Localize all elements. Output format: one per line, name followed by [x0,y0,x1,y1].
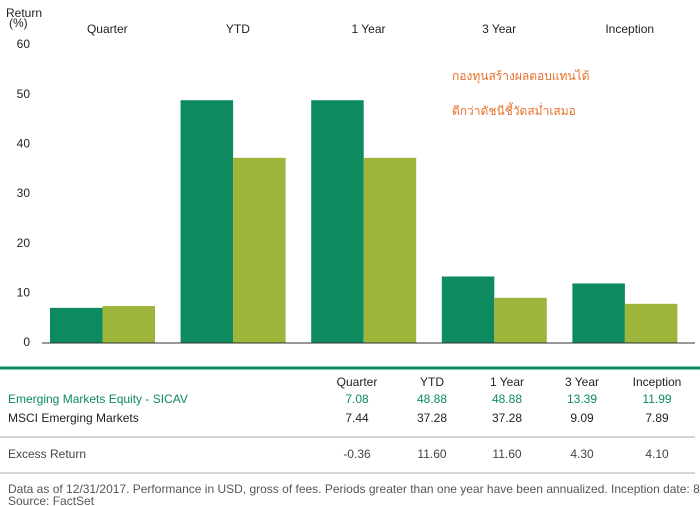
y-axis-label: (%) [9,16,28,30]
bar [441,276,495,343]
table-cell: 4.10 [645,447,669,461]
bar [494,297,547,343]
y-tick-label: 40 [17,137,31,151]
row-label: MSCI Emerging Markets [8,411,139,425]
table-cell: 7.89 [645,411,669,425]
bar [572,283,625,343]
table-cell: -0.36 [343,447,371,461]
row-label: Excess Return [8,447,86,461]
x-tick-label: 1 Year [351,22,385,36]
y-tick-label: 10 [17,286,31,300]
x-tick-label: 3 Year [482,22,516,36]
bar [233,157,286,343]
y-tick-label: 60 [17,37,31,51]
table-cell: 7.08 [345,392,369,406]
x-tick-label: YTD [226,22,250,36]
table-cell: 11.99 [642,392,671,406]
table-header: Quarter [337,375,378,389]
table-header: 3 Year [565,375,599,389]
table-cell: 11.60 [492,447,521,461]
y-axis-label: Return [6,6,42,20]
bar [180,100,234,343]
table-cell: 9.09 [570,411,594,425]
table-header: YTD [420,375,444,389]
y-tick-label: 50 [17,87,31,101]
y-tick-label: 20 [17,236,31,250]
annotation: ดีกว่าดัชนีชี้วัดสม่ำเสมอ [452,102,576,118]
bar [102,306,155,343]
y-tick-label: 0 [23,335,30,349]
bar [624,303,678,343]
table-cell: 37.28 [417,411,447,425]
bar [311,100,364,343]
table-cell: 13.39 [567,392,597,406]
table-cell: 4.30 [570,447,594,461]
row-label: Emerging Markets Equity - SICAV [8,392,188,406]
table-cell: 48.88 [492,392,522,406]
x-tick-label: Inception [605,22,654,36]
table-cell: 11.60 [417,447,446,461]
table-cell: 48.88 [417,392,447,406]
bar [363,157,417,343]
table-header: Inception [633,375,682,389]
annotation: กองทุนสร้างผลตอบแทนได้ [452,69,590,84]
y-tick-label: 30 [17,186,31,200]
table-header: 1 Year [490,375,524,389]
footnote: Source: FactSet [8,494,95,506]
table-cell: 37.28 [492,411,522,425]
bar [50,307,103,343]
table-cell: 7.44 [345,411,369,425]
footnote: Data as of 12/31/2017. Performance in US… [8,482,700,496]
x-tick-label: Quarter [87,22,128,36]
